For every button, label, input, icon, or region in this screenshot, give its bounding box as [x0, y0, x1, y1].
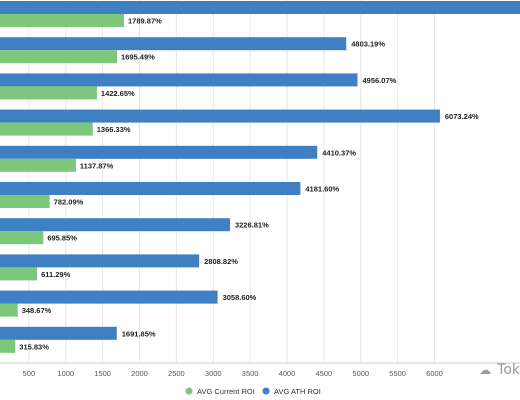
current-bar-1: [0, 50, 118, 64]
legend-marker-1: [262, 387, 270, 395]
ath-bar-4: [0, 145, 318, 159]
ath-bar-1: [0, 37, 347, 51]
current-label-7: 611.29%: [41, 270, 71, 279]
ath-label-4: 4410.37%: [322, 148, 356, 157]
current-bar-0: [0, 14, 125, 27]
x-tick-label-6: 3500: [242, 369, 259, 378]
watermark-text: Tok: [497, 362, 520, 378]
current-bar-7: [0, 267, 38, 281]
x-tick-label-10: 5500: [389, 369, 406, 378]
current-label-0: 1789.87%: [128, 17, 162, 26]
ath-label-8: 3058.60%: [223, 293, 257, 302]
current-label-9: 315.83%: [19, 342, 49, 351]
current-bar-2: [0, 86, 97, 100]
x-tick-label-11: 6000: [426, 369, 443, 378]
x-tick-label-7: 4000: [279, 369, 296, 378]
legend-label-1: AVG ATH ROI: [274, 387, 321, 396]
ath-label-9: 1691.85%: [122, 329, 156, 338]
current-label-6: 695.85%: [47, 234, 77, 243]
ath-bar-3: [0, 109, 440, 123]
current-bar-5: [0, 195, 50, 208]
ath-bar-6: [0, 218, 230, 232]
current-bar-8: [0, 303, 18, 317]
current-label-8: 348.67%: [22, 306, 52, 315]
x-tick-label-8: 4500: [316, 369, 333, 378]
current-label-5: 782.09%: [54, 198, 84, 207]
ath-bar-5: [0, 182, 301, 195]
current-label-2: 1422.65%: [101, 89, 135, 98]
watermark: ☁ Tok: [479, 362, 520, 378]
ath-bar-0: [0, 1, 520, 14]
x-tick-label-5: 3000: [205, 369, 222, 378]
current-bar-9: [0, 339, 16, 353]
ath-label-1: 4803.19%: [351, 40, 385, 49]
ath-bar-2: [0, 73, 358, 87]
current-bar-4: [0, 158, 76, 172]
x-tick-label-0: 500: [23, 369, 36, 378]
legend-label-0: AVG Current ROI: [197, 387, 255, 396]
ath-bar-7: [0, 254, 200, 268]
ath-label-2: 4956.07%: [363, 76, 397, 85]
x-tick-label-4: 2500: [168, 369, 185, 378]
x-tick-label-3: 2000: [131, 369, 148, 378]
ath-bar-9: [0, 326, 117, 340]
current-bar-3: [0, 122, 93, 136]
ath-label-3: 6073.24%: [445, 112, 479, 121]
current-label-3: 1366.33%: [97, 125, 131, 134]
current-bar-6: [0, 231, 44, 245]
ath-label-6: 3226.81%: [235, 221, 269, 230]
ath-label-5: 4181.60%: [305, 185, 339, 194]
wechat-icon: ☁: [479, 363, 492, 377]
ath-label-7: 2808.82%: [204, 257, 238, 266]
x-tick-label-1: 1000: [57, 369, 74, 378]
ath-bar-8: [0, 290, 218, 304]
current-label-4: 1137.87%: [80, 161, 114, 170]
legend-marker-0: [185, 387, 193, 395]
x-tick-label-9: 5000: [352, 369, 369, 378]
x-tick-label-2: 1500: [94, 369, 111, 378]
current-label-1: 1695.49%: [121, 53, 155, 62]
